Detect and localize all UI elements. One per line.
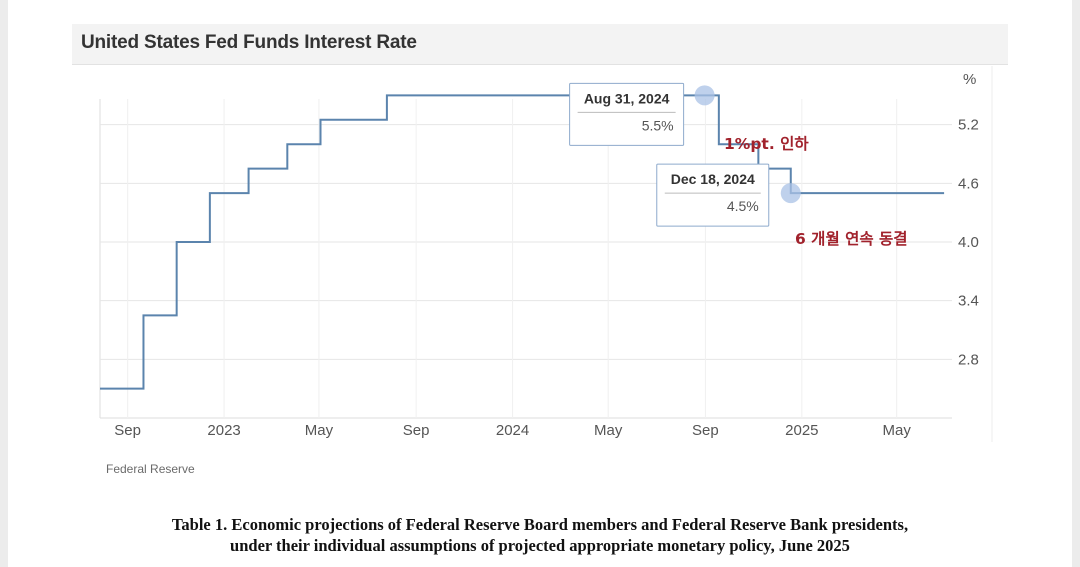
tooltip-highlight-marker (694, 85, 715, 106)
tooltip-highlight-marker (780, 183, 801, 204)
x-tick-label: 2023 (207, 422, 240, 439)
x-tick-label: 2025 (785, 422, 818, 439)
tooltip-value: 5.5% (642, 117, 674, 133)
caption-line-1: Table 1. Economic projections of Federal… (171, 515, 909, 534)
y-tick-label: 4.0 (958, 234, 979, 251)
y-tick-label: 3.4 (958, 293, 979, 310)
tooltip-date: Aug 31, 2024 (584, 90, 670, 106)
y-tick-label: 5.2 (958, 117, 979, 134)
left-edge (0, 0, 8, 567)
chart-header: United States Fed Funds Interest Rate (72, 24, 1008, 65)
caption-line-2: under their individual assumptions of pr… (230, 536, 850, 555)
y-tick-label: 4.6 (958, 175, 979, 192)
tooltip-box (656, 163, 770, 227)
x-tick-label: Sep (692, 422, 719, 439)
y-tick-label: 2.8 (958, 351, 979, 368)
annotation-text: 6 개월 연속 동결 (795, 229, 908, 248)
x-tick-label: May (305, 422, 334, 439)
x-tick-label: 2024 (496, 422, 529, 439)
x-tick-label: Sep (403, 422, 430, 439)
table-caption: Table 1. Economic projections of Federal… (0, 514, 1080, 556)
x-tick-label: May (594, 422, 623, 439)
chart-title: United States Fed Funds Interest Rate (81, 32, 417, 53)
y-unit-label: % (963, 71, 976, 88)
tooltip-box (569, 82, 685, 146)
rate-step-line (100, 94, 945, 390)
x-tick-label: May (883, 422, 912, 439)
chart-card: United States Fed Funds Interest Rate (72, 24, 1008, 494)
tooltip-date: Dec 18, 2024 (671, 171, 755, 187)
x-tick-label: Sep (114, 422, 141, 439)
annotation-text: 1%pt. 인하 (724, 135, 809, 153)
tooltip-value: 4.5% (727, 198, 759, 214)
right-edge (1072, 0, 1080, 567)
source-label: Federal Reserve (106, 462, 195, 476)
